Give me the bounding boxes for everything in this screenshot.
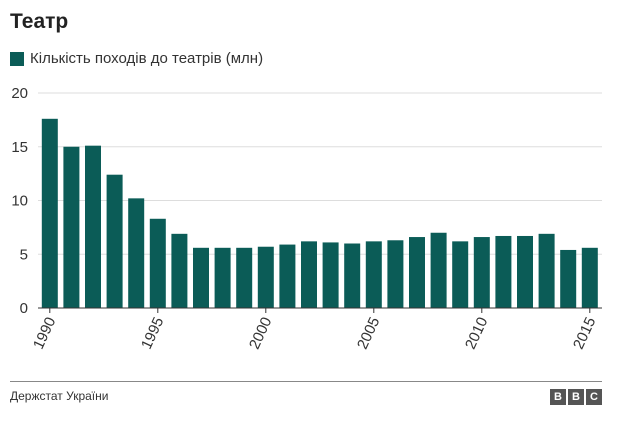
x-tick-label: 2010 bbox=[462, 315, 492, 352]
chart-title: Театр bbox=[10, 10, 69, 33]
y-tick-label: 15 bbox=[11, 139, 28, 156]
y-tick-label: 5 bbox=[20, 246, 28, 263]
bar bbox=[279, 244, 296, 308]
bbc-logo-letter: B bbox=[568, 389, 584, 405]
bar bbox=[149, 218, 166, 308]
bar bbox=[236, 247, 253, 308]
x-tick-label: 2015 bbox=[570, 315, 600, 352]
x-tick-label: 1990 bbox=[30, 315, 60, 352]
bar bbox=[344, 243, 361, 308]
bar bbox=[387, 240, 404, 308]
bar bbox=[517, 235, 533, 308]
y-tick-label: 0 bbox=[20, 300, 28, 317]
bar bbox=[581, 247, 598, 308]
bar bbox=[560, 249, 577, 308]
bar bbox=[322, 242, 339, 308]
bar bbox=[41, 118, 58, 308]
bar bbox=[106, 174, 123, 308]
bar bbox=[171, 233, 188, 308]
y-tick-label: 20 bbox=[11, 85, 28, 102]
legend-swatch bbox=[10, 51, 24, 66]
x-tick-label: 2005 bbox=[354, 315, 384, 352]
bar bbox=[214, 247, 231, 308]
bar bbox=[409, 237, 425, 308]
bar bbox=[495, 235, 512, 308]
bbc-logo-letter: B bbox=[550, 389, 566, 405]
source-note: Держстат України bbox=[10, 389, 109, 403]
bar bbox=[430, 232, 447, 308]
bar bbox=[538, 233, 555, 308]
legend-label: Кількість походів до театрів (млн) bbox=[30, 50, 264, 67]
bar bbox=[452, 241, 469, 308]
bbc-logo-letter: C bbox=[586, 389, 602, 405]
x-tick-label: 1995 bbox=[138, 315, 168, 352]
bbc-logo: B B C bbox=[550, 389, 602, 405]
source-divider bbox=[10, 381, 602, 382]
x-tick-label: 2000 bbox=[246, 315, 276, 352]
legend: Кількість походів до театрів (млн) bbox=[10, 50, 263, 67]
y-tick-label: 10 bbox=[11, 193, 28, 210]
bar bbox=[63, 146, 80, 308]
bar bbox=[301, 241, 317, 308]
bar bbox=[473, 237, 490, 308]
bar bbox=[128, 198, 145, 308]
bar bbox=[193, 247, 209, 308]
bar bbox=[85, 145, 101, 308]
bar bbox=[257, 246, 274, 308]
bar bbox=[365, 241, 382, 308]
